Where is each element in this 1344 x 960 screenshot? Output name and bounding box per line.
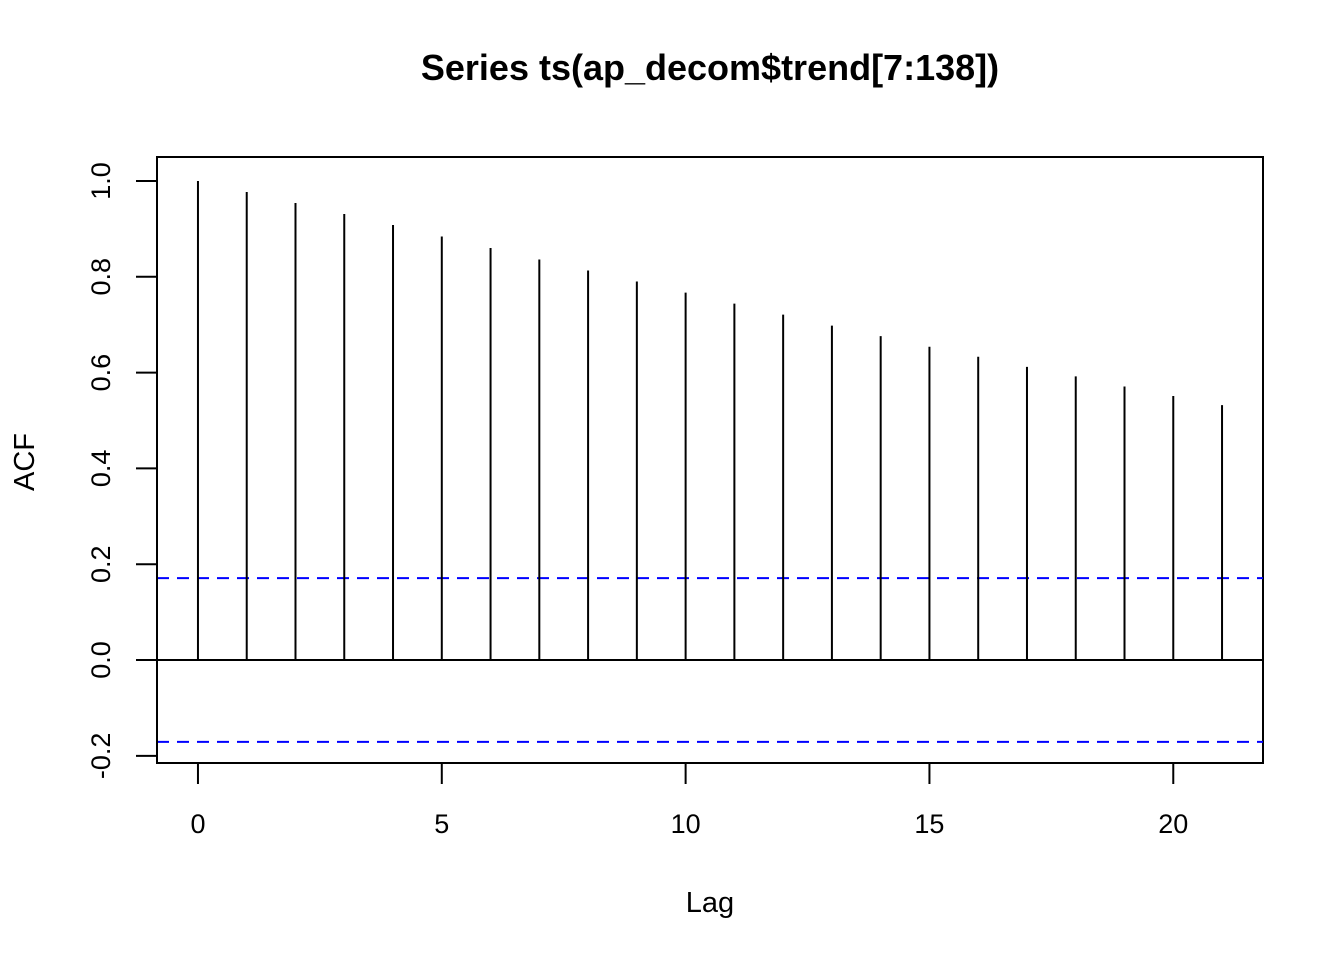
x-tick-label: 10 (671, 809, 701, 839)
x-tick-label: 20 (1158, 809, 1188, 839)
x-tick-label: 5 (434, 809, 449, 839)
y-axis: -0.2 0.0 0.2 0.4 0.6 0.8 1.0 (86, 162, 158, 780)
y-axis-label: ACF (9, 433, 41, 491)
y-tick-label: 0.8 (86, 258, 116, 296)
plot-frame (156, 156, 1264, 764)
acf-stems (196, 180, 1224, 661)
y-tick-label: 0.4 (86, 450, 116, 488)
x-tick-label: 15 (914, 809, 944, 839)
x-axis-label: Lag (686, 887, 734, 919)
y-tick-label: -0.2 (86, 733, 116, 780)
y-tick-label: 1.0 (86, 162, 116, 200)
y-tick-label: 0.0 (86, 641, 116, 679)
y-tick-label: 0.2 (86, 545, 116, 583)
chart-title: Series ts(ap_decom$trend[7:138]) (421, 47, 999, 88)
y-tick-label: 0.6 (86, 354, 116, 392)
confidence-band (157, 577, 1263, 743)
x-axis: 0 5 10 15 20 (190, 762, 1188, 839)
x-tick-label: 0 (190, 809, 205, 839)
